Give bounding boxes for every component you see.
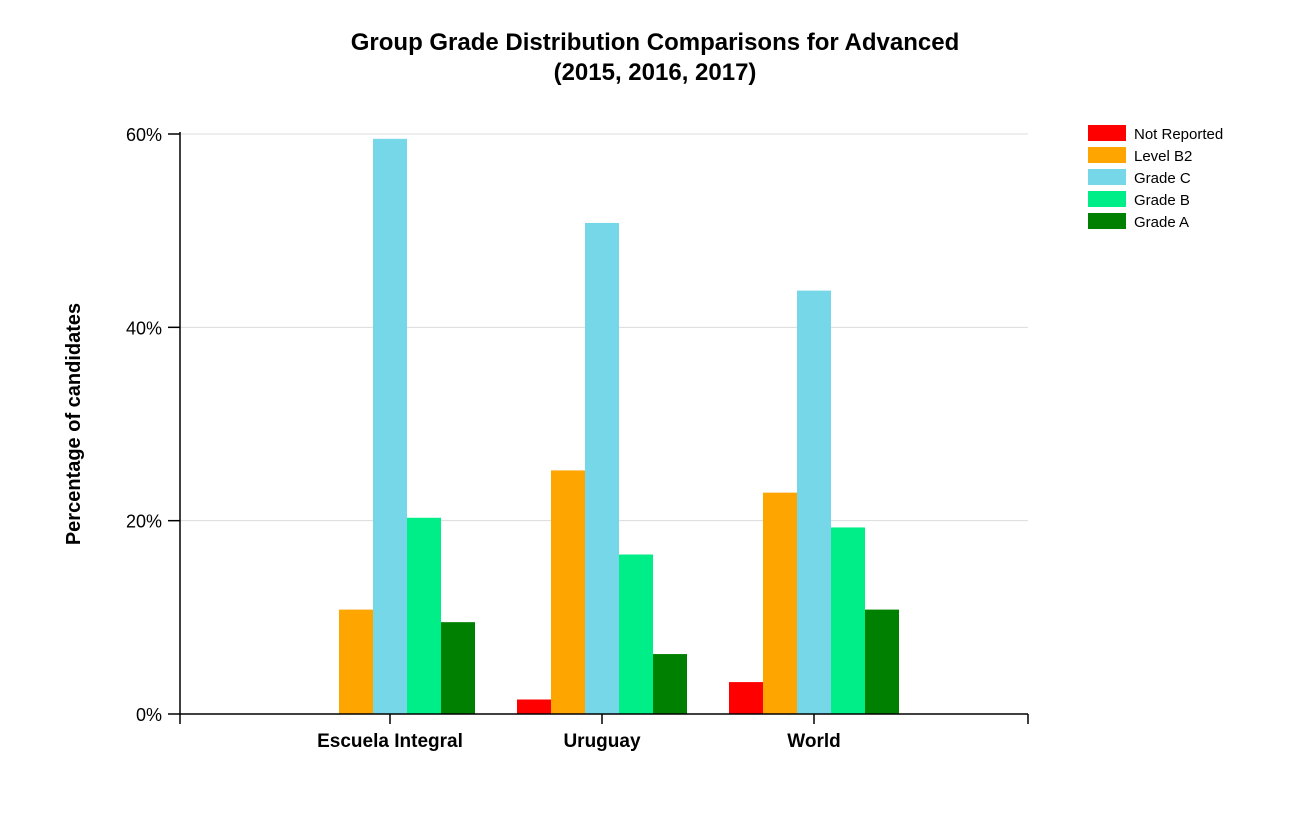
y-axis-label: Percentage of candidates bbox=[63, 303, 85, 545]
legend-swatch bbox=[1088, 125, 1126, 141]
legend-swatch bbox=[1088, 191, 1126, 207]
bar-level-b2-escuela-integral bbox=[339, 609, 373, 714]
bar-grade-c-uruguay bbox=[585, 222, 619, 714]
legend-label: Grade B bbox=[1134, 192, 1190, 209]
x-category-label: World bbox=[787, 731, 840, 752]
y-tick-label: 40% bbox=[126, 318, 162, 338]
bar-not-reported-uruguay bbox=[517, 699, 551, 714]
x-category-label: Uruguay bbox=[563, 731, 641, 752]
bars bbox=[339, 138, 899, 715]
legend-label: Grade C bbox=[1134, 170, 1191, 187]
legend-swatch bbox=[1088, 213, 1126, 229]
axes bbox=[168, 132, 1029, 724]
bar-grade-a-world bbox=[865, 609, 899, 714]
x-category-label: Escuela Integral bbox=[317, 731, 463, 752]
y-tick-label: 20% bbox=[126, 512, 162, 532]
legend-swatch bbox=[1088, 147, 1126, 163]
bar-grade-c-world bbox=[797, 290, 831, 714]
chart-title: Group Grade Distribution Comparisons for… bbox=[351, 29, 960, 56]
bar-grade-a-uruguay bbox=[653, 654, 687, 714]
legend: Not Reported Level B2 Grade C Grade B Grade … bbox=[1088, 125, 1223, 231]
bar-grade-b-uruguay bbox=[619, 554, 653, 714]
bar-grade-c-escuela-integral bbox=[373, 138, 407, 715]
legend-label: Level B2 bbox=[1134, 148, 1192, 165]
bar-grade-a-escuela-integral bbox=[441, 622, 475, 714]
y-tick-label: 60% bbox=[126, 125, 162, 145]
chart-title-group: Group Grade Distribution Comparisons for… bbox=[351, 29, 960, 86]
legend-label: Not Reported bbox=[1134, 126, 1223, 143]
bar-level-b2-uruguay bbox=[551, 470, 585, 714]
bar-level-b2-world bbox=[763, 492, 797, 714]
legend-label: Grade A bbox=[1134, 214, 1189, 231]
bar-grade-b-escuela-integral bbox=[407, 517, 441, 714]
y-tick-label: 0% bbox=[136, 705, 162, 725]
bar-grade-b-world bbox=[831, 527, 865, 714]
x-category-labels: Escuela Integral Uruguay World bbox=[317, 731, 841, 752]
bar-not-reported-world bbox=[729, 682, 763, 714]
y-tick-labels: 0% 20% 40% 60% bbox=[126, 125, 162, 725]
chart-subtitle: (2015, 2016, 2017) bbox=[554, 59, 757, 86]
legend-swatch bbox=[1088, 169, 1126, 185]
